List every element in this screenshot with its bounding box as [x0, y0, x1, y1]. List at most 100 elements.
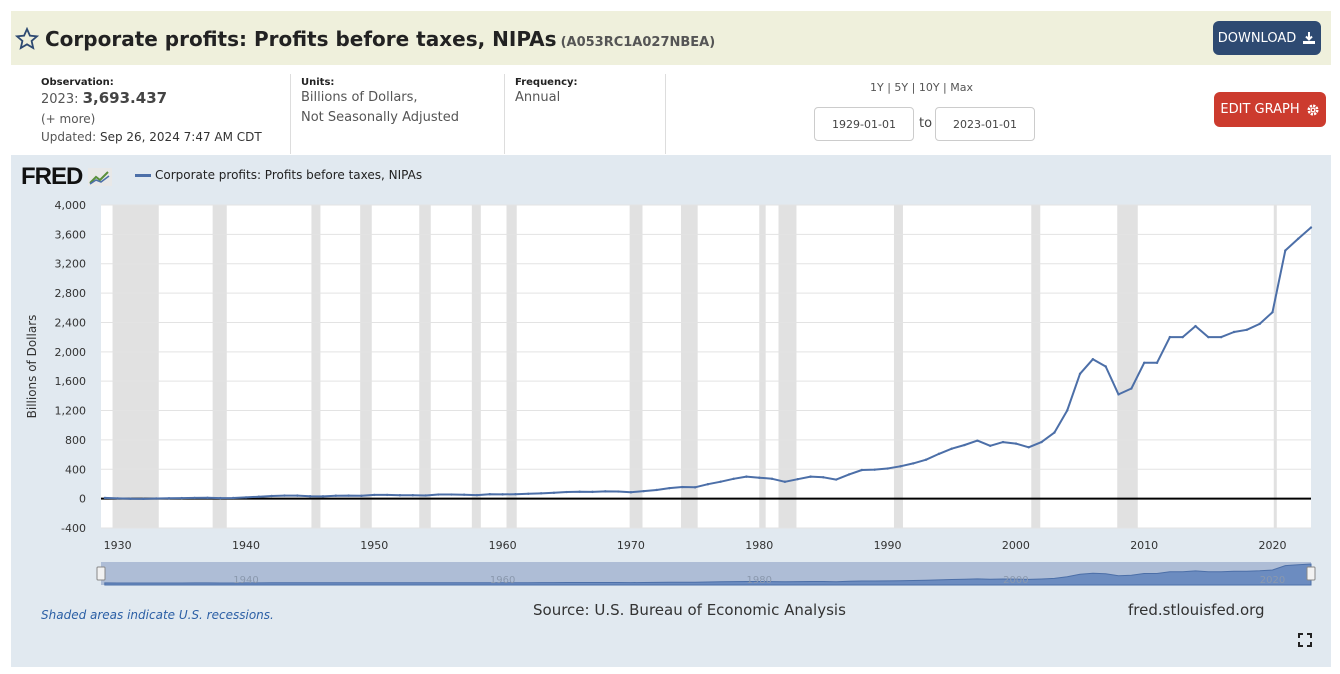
- title-bar: Corporate profits: Profits before taxes,…: [11, 11, 1331, 65]
- end-date-input[interactable]: 2023-01-01: [935, 107, 1035, 141]
- recession-band: [212, 205, 227, 528]
- data-point: [1053, 431, 1056, 434]
- download-icon: [1303, 32, 1316, 44]
- y-tick-label: 3,200: [55, 258, 87, 271]
- source-text: Source: U.S. Bureau of Economic Analysis: [533, 601, 846, 619]
- fullscreen-icon[interactable]: [1298, 633, 1312, 647]
- data-point: [1181, 335, 1184, 339]
- y-tick-label: 1,200: [55, 405, 87, 418]
- recession-band: [759, 205, 766, 528]
- data-point: [1066, 409, 1069, 412]
- navigator-series: [104, 563, 1312, 586]
- x-tick-label: 1990: [874, 539, 902, 552]
- observation-label: Observation:: [41, 77, 114, 88]
- range-10y[interactable]: 10Y: [918, 81, 940, 94]
- series-id: (A053RC1A027NBEA): [560, 35, 716, 50]
- y-tick-label: 3,600: [55, 228, 87, 241]
- data-point: [616, 490, 620, 493]
- data-point: [565, 490, 568, 494]
- data-point: [1232, 330, 1236, 334]
- data-point: [283, 494, 286, 497]
- recession-band: [419, 205, 431, 528]
- data-point: [1194, 324, 1197, 328]
- units-line-2: Not Seasonally Adjusted: [301, 110, 459, 125]
- data-point: [424, 494, 427, 497]
- data-point: [321, 495, 325, 498]
- data-point: [706, 483, 710, 486]
- observation-value: 3,693.437: [82, 89, 168, 107]
- range-max[interactable]: Max: [950, 81, 974, 94]
- data-point: [167, 497, 171, 500]
- start-date-input[interactable]: 1929-01-01: [814, 107, 914, 141]
- data-point: [488, 493, 491, 496]
- navigator-tick-label: 1940: [233, 575, 258, 586]
- range-1y[interactable]: 1Y: [870, 81, 884, 94]
- y-tick-label: 2,000: [55, 346, 87, 359]
- recession-band: [112, 205, 159, 528]
- data-point: [373, 493, 376, 497]
- data-point: [668, 486, 671, 490]
- recession-band: [506, 205, 517, 528]
- source-url[interactable]: fred.stlouisfed.org: [1128, 601, 1265, 619]
- fred-chart-icon: [88, 168, 113, 186]
- frequency-label: Frequency:: [515, 77, 578, 88]
- legend-label: Corporate profits: Profits before taxes,…: [155, 168, 423, 182]
- data-point: [1040, 440, 1043, 444]
- data-point: [1027, 446, 1030, 449]
- navigator-tick-label: 2000: [1003, 575, 1028, 586]
- data-point: [912, 462, 915, 465]
- data-point: [1284, 249, 1287, 252]
- data-point: [1296, 237, 1300, 240]
- more-link[interactable]: (+ more): [41, 112, 96, 126]
- chart-panel: FRED Corporate profits: Profits before t…: [11, 155, 1331, 667]
- recession-band: [311, 205, 321, 528]
- observation-row: 2023: 3,693.437: [41, 88, 290, 110]
- recession-band: [1273, 205, 1277, 528]
- star-outline-icon[interactable]: [15, 27, 39, 51]
- data-point: [719, 480, 722, 483]
- data-point: [886, 467, 889, 470]
- data-point: [745, 475, 748, 478]
- data-point: [231, 496, 235, 500]
- navigator-handle-right[interactable]: [1306, 566, 1316, 581]
- units-block: Units: Billions of Dollars, Not Seasonal…: [291, 74, 505, 154]
- x-tick-label: 1950: [360, 539, 388, 552]
- edit-graph-button[interactable]: EDIT GRAPH: [1214, 92, 1326, 127]
- recession-band: [680, 205, 698, 528]
- data-point: [308, 495, 312, 498]
- fred-logo-text: FRED: [21, 163, 83, 190]
- data-point: [552, 491, 556, 495]
- data-point: [693, 486, 697, 489]
- edit-graph-label: EDIT GRAPH: [1220, 102, 1300, 117]
- data-point: [462, 493, 466, 496]
- frequency-value: Annual: [515, 90, 561, 105]
- data-point: [1258, 322, 1261, 326]
- x-tick-label: 2010: [1130, 539, 1158, 552]
- data-point: [835, 478, 838, 481]
- data-point: [629, 491, 633, 494]
- x-tick-label: 1940: [232, 539, 260, 552]
- recession-band: [893, 205, 903, 528]
- data-point: [180, 496, 184, 500]
- range-5y[interactable]: 5Y: [894, 81, 909, 94]
- download-button[interactable]: DOWNLOAD: [1213, 21, 1321, 55]
- data-point: [539, 492, 543, 495]
- data-point: [783, 480, 787, 483]
- data-point: [860, 468, 864, 472]
- data-point: [1245, 328, 1249, 331]
- x-tick-label: 1960: [489, 539, 517, 552]
- data-point: [1104, 365, 1107, 368]
- data-point: [411, 494, 415, 497]
- updated-label: Updated:: [41, 130, 97, 144]
- y-tick-label: 800: [65, 434, 86, 447]
- data-point: [270, 494, 273, 498]
- navigator-handle-left[interactable]: [96, 566, 106, 581]
- data-point: [989, 444, 992, 447]
- updated-value: Sep 26, 2024 7:47 AM CDT: [99, 130, 262, 144]
- data-point: [963, 443, 966, 447]
- x-tick-label: 2020: [1259, 539, 1287, 552]
- data-point: [103, 496, 107, 500]
- data-point: [398, 494, 402, 497]
- data-point: [591, 490, 594, 494]
- observation-block: Observation: 2023: 3,693.437 (+ more) Up…: [11, 74, 291, 154]
